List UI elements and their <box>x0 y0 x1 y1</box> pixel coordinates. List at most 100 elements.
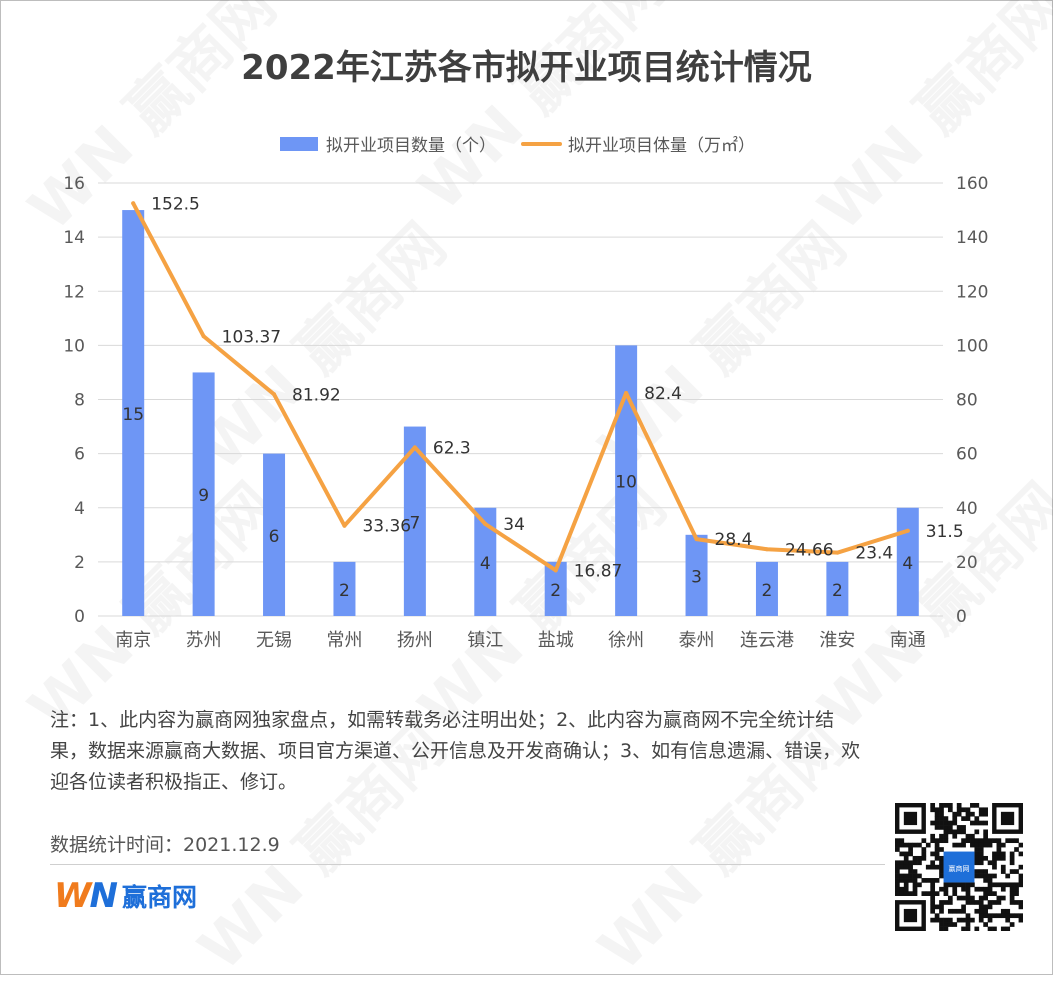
qr-module <box>934 891 940 896</box>
qr-module <box>974 838 980 844</box>
qr-center-text: 赢商网 <box>949 864 970 873</box>
qr-module <box>987 917 993 923</box>
qr-module <box>992 882 997 888</box>
qr-module <box>970 838 975 844</box>
legend-bar-swatch <box>280 137 318 151</box>
qr-module <box>974 855 980 861</box>
qr-module <box>917 873 922 879</box>
qr-module <box>1000 851 1006 857</box>
x-tick-label: 连云港 <box>740 630 794 651</box>
qr-finder <box>1000 811 1015 826</box>
qr-module <box>983 807 988 813</box>
qr-module <box>908 842 913 848</box>
qr-module <box>965 807 971 813</box>
qr-module <box>974 803 980 808</box>
qr-module <box>943 820 949 826</box>
qr-module <box>930 807 936 813</box>
x-tick-label: 泰州 <box>679 630 715 651</box>
qr-module <box>930 820 936 826</box>
bar <box>544 561 567 616</box>
bar <box>403 426 426 616</box>
bar <box>615 345 638 616</box>
line-point <box>483 521 488 526</box>
qr-module <box>934 816 940 821</box>
qr-module <box>899 864 905 870</box>
qr-module <box>939 922 944 927</box>
qr-module <box>895 847 900 852</box>
qr-module <box>978 807 984 813</box>
qr-module <box>939 811 944 817</box>
qr-module <box>930 886 936 892</box>
qr-module <box>939 926 944 931</box>
qr-module <box>961 807 966 813</box>
qr-module <box>956 917 962 923</box>
qr-module <box>952 891 958 896</box>
qr-module <box>987 873 993 879</box>
qr-module <box>983 922 988 927</box>
y-left-tick-label: 12 <box>63 282 85 302</box>
qr-module <box>1009 886 1015 892</box>
qr-module <box>908 864 913 870</box>
qr-module <box>947 825 953 830</box>
qr-module <box>1014 886 1019 892</box>
qr-module <box>1000 864 1006 870</box>
qr-module <box>956 908 962 914</box>
qr-finder <box>903 908 918 923</box>
qr-module <box>974 873 980 879</box>
qr-module <box>947 803 953 808</box>
qr-module <box>1009 838 1015 844</box>
qr-center-logo <box>943 851 975 883</box>
qr-module <box>952 908 958 914</box>
qr-module <box>965 917 971 923</box>
line-value-label: 152.5 <box>151 194 200 214</box>
qr-module <box>939 873 944 879</box>
qr-module <box>912 860 918 866</box>
qr-module <box>952 886 958 892</box>
qr-module <box>974 829 980 835</box>
qr-module <box>1005 882 1011 888</box>
qr-module <box>952 811 958 817</box>
bar-value-label: 15 <box>122 405 144 425</box>
qr-module <box>965 900 971 905</box>
qr-module <box>930 891 936 896</box>
qr-module <box>947 829 953 835</box>
qr-module <box>987 891 993 896</box>
qr-module <box>952 842 958 848</box>
qr-module <box>1005 838 1011 844</box>
qr-module <box>970 900 975 905</box>
x-tick-label: 扬州 <box>397 630 433 651</box>
y-right-tick-label: 80 <box>956 391 978 411</box>
qr-module <box>970 811 975 817</box>
qr-module <box>961 842 966 848</box>
qr-module <box>970 842 975 848</box>
qr-module <box>939 838 944 844</box>
qr-module <box>939 816 944 821</box>
qr-module <box>1005 873 1011 879</box>
qr-module <box>934 847 940 852</box>
qr-module <box>1009 900 1015 905</box>
qr-module <box>983 878 988 883</box>
line-point <box>835 550 840 555</box>
line-value-label: 81.92 <box>292 385 341 405</box>
y-right-tick-label: 160 <box>956 174 988 194</box>
qr-code: 赢商网 <box>895 803 1023 931</box>
qr-module <box>952 882 958 888</box>
qr-module <box>983 908 988 914</box>
qr-module <box>987 913 993 919</box>
qr-module <box>987 838 993 844</box>
qr-module <box>952 922 958 927</box>
qr-module <box>983 886 988 892</box>
qr-module <box>939 864 944 870</box>
qr-module <box>899 842 905 848</box>
line-value-label: 33.36 <box>362 517 411 537</box>
qr-module <box>943 825 949 830</box>
qr-module <box>939 807 944 813</box>
bar-value-label: 2 <box>550 581 561 601</box>
bar <box>755 561 778 616</box>
logo-mark: WN <box>54 876 118 916</box>
qr-module <box>934 878 940 883</box>
qr-module <box>965 833 971 839</box>
qr-module <box>939 803 944 808</box>
qr-module <box>956 895 962 901</box>
y-right-tick-label: 120 <box>956 282 988 302</box>
